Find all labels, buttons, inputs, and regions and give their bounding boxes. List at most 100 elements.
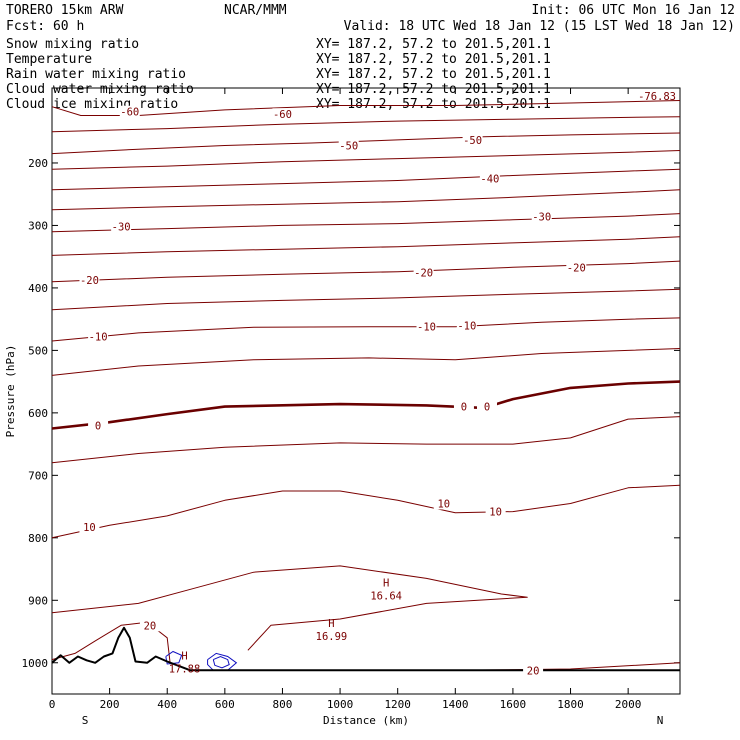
contour-label-bg: [479, 172, 500, 185]
contour-label-bg: [272, 108, 293, 121]
isotherm-line: [51, 317, 681, 342]
contour-label: -50: [339, 140, 358, 152]
x-tick-label: 1200: [384, 698, 411, 711]
contour-label: 0: [95, 420, 101, 432]
y-tick-label: 600: [28, 407, 48, 420]
legend-field-xy: XY= 187.2, 57.2 to 201.5,201.1: [316, 52, 551, 67]
contour-label: -30: [112, 222, 131, 234]
legend-field-label: Cloud water mixing ratio: [6, 82, 194, 97]
isotherm-line: [51, 132, 681, 155]
legend-field-label: Snow mixing ratio: [6, 37, 139, 52]
field-legend: Snow mixing ratio XY= 187.2, 57.2 to 201.…: [6, 37, 551, 112]
terrain-profile: [51, 626, 680, 672]
forecast-hour: Fcst: 60 h: [6, 19, 84, 34]
contour-label-bg: [476, 400, 497, 413]
legend-field-label: Temperature: [6, 52, 92, 67]
extremum-marker: H: [181, 651, 187, 663]
contour-label: -10: [417, 322, 436, 334]
contour-label: -10: [457, 320, 476, 332]
x-tick-label: 1400: [442, 698, 469, 711]
contour-label: -30: [532, 212, 551, 224]
x-tick-label: 1800: [557, 698, 584, 711]
cloud-water-contours: [165, 650, 238, 671]
extremum-value: 16.64: [370, 591, 402, 603]
model-title: TORERO 15km ARW: [6, 3, 124, 18]
x-tick-label: 600: [215, 698, 235, 711]
x-end-label-south: S: [82, 714, 89, 727]
contour-label-bg: [79, 521, 100, 534]
extremum-marker: H: [383, 578, 389, 590]
x-tick-label: 400: [157, 698, 177, 711]
cloud-water-line: [165, 650, 183, 665]
contour-labels: -60 -60 -50 -50 -40 -30 -30 -20 -20 -20 -10 -10 -10 0…: [79, 105, 587, 677]
isotherm-line: [51, 484, 681, 539]
contour-label: -60: [120, 107, 139, 119]
contour-label: -50: [463, 135, 482, 147]
contour-label-bg: [433, 497, 454, 510]
isotherm-line: [51, 621, 171, 663]
y-axis-label: Pressure (hPa): [4, 345, 17, 438]
contour-label: -10: [89, 332, 108, 344]
isotherm-line: [51, 565, 528, 651]
corner-min-value: -76.83: [638, 91, 676, 103]
contour-label-bg: [111, 220, 132, 233]
contour-label-bg: [88, 419, 109, 432]
y-tick-label: 900: [28, 594, 48, 607]
isotherm-line: [51, 213, 681, 233]
y-tick-label: 500: [28, 344, 48, 357]
legend-field-xy: XY= 187.2, 57.2 to 201.5,201.1: [316, 37, 551, 52]
isotherm-line: [51, 168, 681, 191]
isotherm-zero-line: [51, 380, 681, 430]
contour-label-bg: [338, 139, 359, 152]
contour-label: 0: [484, 402, 490, 414]
contour-label-bg: [566, 261, 587, 274]
y-tick-label: 800: [28, 532, 48, 545]
legend-field-label: Cloud ice mixing ratio: [6, 97, 178, 112]
isotherm-line: [455, 662, 681, 671]
isotherm-line: [51, 116, 681, 133]
x-tick-label: 200: [100, 698, 120, 711]
contour-label: -20: [567, 262, 586, 274]
isotherm-line: [51, 100, 681, 116]
contour-label-bg: [413, 266, 434, 279]
x-tick-label: 1600: [500, 698, 527, 711]
legend-field-xy: XY= 187.2, 57.2 to 201.5,201.1: [316, 67, 551, 82]
x-tick-label: 2000: [615, 698, 642, 711]
contour-label-bg: [456, 319, 477, 332]
contour-label-bg: [88, 330, 109, 343]
contour-label-bg: [416, 320, 437, 333]
contour-label: 10: [437, 498, 450, 510]
extremum-value: 17.88: [169, 664, 201, 676]
contour-label: 20: [527, 665, 540, 677]
legend-field-xy: XY= 187.2, 57.2 to 201.5,201.1: [316, 82, 551, 97]
legend-field-label: Rain water mixing ratio: [6, 67, 186, 82]
contour-label: -20: [414, 267, 433, 279]
contour-label-bg: [531, 210, 552, 223]
legend-field-xy: XY= 187.2, 57.2 to 201.5,201.1: [316, 97, 551, 112]
contour-label-bg: [139, 619, 160, 632]
axes: 0 200 400 600 800 1000 1200 1400 1600 1800 2000200…: [22, 88, 680, 711]
contour-label: 10: [489, 507, 502, 519]
plot-frame: [51, 87, 681, 695]
contour-label: -40: [480, 174, 499, 186]
contour-label-bg: [79, 273, 100, 286]
isotherm-line: [51, 236, 681, 256]
contour-label: 0: [461, 402, 467, 414]
contour-label-bg: [523, 664, 544, 677]
contour-label-bg: [462, 133, 483, 146]
contour-label-bg: [485, 505, 506, 518]
contour-label-bg: [119, 105, 140, 118]
isotherm-contours: [51, 100, 681, 671]
org-label: NCAR/MMM: [224, 3, 287, 18]
contour-label: -60: [273, 109, 292, 121]
extremum-value: 16.99: [316, 631, 348, 643]
isotherm-line: [51, 288, 681, 311]
contour-label-bg: [453, 400, 474, 413]
contour-label: 20: [144, 620, 157, 632]
x-tick-label: 800: [273, 698, 293, 711]
y-tick-label: 200: [28, 157, 48, 170]
y-tick-label: 1000: [22, 657, 49, 670]
isotherm-line: [51, 189, 681, 211]
